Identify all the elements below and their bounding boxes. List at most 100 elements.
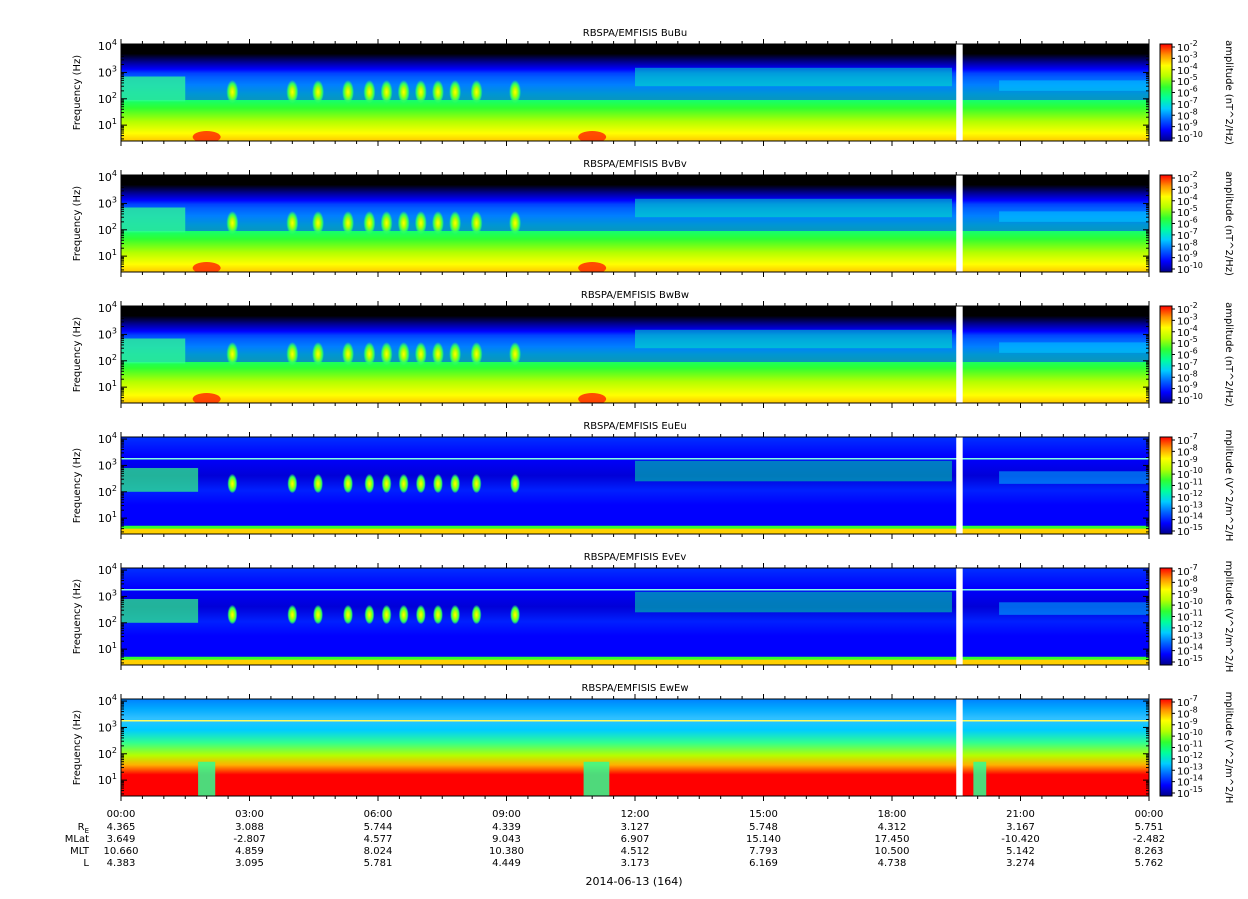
ephemeris-value: 5.762	[1135, 858, 1164, 869]
colorbar-tick-label: 10-8	[1177, 443, 1198, 458]
ephemeris-value: 4.383	[107, 858, 136, 869]
chorus-blob	[449, 78, 462, 103]
chorus-blob	[381, 603, 392, 624]
chorus-blob	[227, 472, 238, 493]
y-axis-label: Frequency (Hz)	[72, 579, 83, 655]
data-gap	[956, 699, 963, 796]
hiss-region	[121, 598, 199, 623]
chorus-blob	[380, 340, 393, 365]
x-tick-label: 12:00	[621, 809, 650, 820]
ephemeris-value: 17.450	[875, 834, 910, 845]
colorbar-gradient	[1160, 699, 1172, 796]
y-tick-label: 104	[98, 562, 117, 577]
ephemeris-value: 4.339	[492, 822, 521, 833]
chorus-blob	[450, 472, 461, 493]
ephemeris-value: 4.365	[107, 822, 136, 833]
colorbar-tick-label: 10-6	[1177, 85, 1198, 100]
perigee-gap	[583, 761, 610, 796]
chorus-blob	[381, 472, 392, 493]
chorus-blob	[363, 209, 376, 234]
chorus-blob	[510, 603, 521, 624]
x-tick-label: 09:00	[492, 809, 521, 820]
ephemeris-value: 3.274	[1006, 858, 1035, 869]
colorbar-label: mplitude (V^2/m^2/H	[1223, 692, 1234, 804]
chorus-blob	[313, 472, 324, 493]
panel-title: RBSPA/EMFISIS EuEu	[583, 421, 686, 432]
chorus-blob	[509, 209, 522, 234]
y-axis-label: Frequency (Hz)	[72, 55, 83, 131]
y-tick-label: 101	[98, 510, 117, 525]
colorbar-tick-label: 10-8	[1177, 705, 1198, 720]
y-tick-label: 103	[98, 64, 117, 79]
panel-title: RBSPA/EMFISIS EvEv	[584, 552, 687, 563]
hiss-region	[121, 207, 186, 233]
colorbar-tick-label: 10-2	[1177, 301, 1198, 316]
colorbar-tick-label: 10-14	[1177, 774, 1203, 789]
colorbar-label: amplitude (nT^2/Hz)	[1223, 171, 1234, 276]
colorbar-tick-label: 10-8	[1177, 238, 1198, 253]
colorbar-label: amplitude (nT^2/Hz)	[1223, 302, 1234, 407]
perigee-spot	[578, 262, 607, 272]
chorus-blob	[431, 340, 444, 365]
ephemeris-value: 8.024	[364, 846, 393, 857]
ephemeris-value: 4.449	[492, 858, 521, 869]
data-gap	[956, 306, 963, 403]
chorus-blob	[432, 603, 443, 624]
chorus-blob	[432, 472, 443, 493]
ephemeris-value: 3.167	[1006, 822, 1035, 833]
panel-title: RBSPA/EMFISIS BvBv	[583, 159, 687, 170]
colorbar-tick-label: 10-9	[1177, 586, 1198, 601]
colorbar-tick-label: 10-10	[1177, 466, 1203, 481]
spectrogram-image	[121, 568, 1149, 665]
ephemeris-value: 3.127	[621, 822, 650, 833]
hiss-region	[121, 467, 199, 492]
panel-4: RBSPA/EMFISIS EuEu 101 102 103 104 Frequency …	[72, 421, 1234, 541]
colorbar-tick-label: 10-3	[1177, 50, 1198, 65]
colorbar: 10-710-810-910-1010-1110-1210-1310-1410-…	[1159, 561, 1234, 672]
y-tick-label: 102	[98, 615, 117, 630]
x-tick-label: 15:00	[749, 809, 778, 820]
y-tick-label: 104	[98, 38, 117, 53]
y-axis-label: Frequency (Hz)	[72, 448, 83, 524]
chorus-blob	[509, 78, 522, 103]
y-tick-label: 102	[98, 484, 117, 499]
y-axis-label: Frequency (Hz)	[72, 317, 83, 393]
spectrogram-background	[121, 568, 1149, 665]
ephemeris-row-label: MLat	[65, 834, 89, 845]
chorus-blob	[414, 209, 427, 234]
chorus-blob	[397, 209, 410, 234]
colorbar-tick-label: 10-15	[1177, 523, 1203, 538]
chorus-blob	[312, 209, 325, 234]
colorbar-tick-label: 10-9	[1177, 717, 1198, 732]
data-gap	[956, 44, 963, 141]
y-axis-label: Frequency (Hz)	[72, 710, 83, 786]
y-tick-label: 103	[98, 457, 117, 472]
colorbar: 10-710-810-910-1010-1110-1210-1310-1410-…	[1159, 430, 1234, 541]
colorbar-tick-label: 10-7	[1177, 432, 1198, 447]
hiss-region	[635, 198, 952, 218]
spectrogram-image	[121, 306, 1149, 403]
ephemeris-value: 4.738	[878, 858, 907, 869]
spectrogram-image	[121, 175, 1149, 272]
colorbar-tick-label: 10-7	[1177, 227, 1198, 242]
colorbar-tick-label: 10-10	[1177, 130, 1203, 145]
colorbar-tick-label: 10-5	[1177, 335, 1198, 350]
y-tick-label: 101	[98, 641, 117, 656]
chorus-blob	[471, 603, 482, 624]
colorbar-tick-label: 10-11	[1177, 478, 1203, 493]
chorus-blob	[342, 209, 355, 234]
chorus-blob	[470, 78, 483, 103]
colorbar-tick-label: 10-2	[1177, 170, 1198, 185]
colorbar-tick-label: 10-10	[1177, 597, 1203, 612]
hiss-region	[999, 211, 1149, 222]
ephemeris-value: 15.140	[746, 834, 781, 845]
chorus-blob	[471, 472, 482, 493]
colorbar-tick-label: 10-12	[1177, 620, 1203, 635]
hiss-region	[121, 76, 186, 102]
colorbar: 10-210-310-410-510-610-710-810-910-10 amp…	[1159, 39, 1234, 145]
panel-title: RBSPA/EMFISIS BwBw	[581, 290, 689, 301]
chorus-blob	[313, 603, 324, 624]
chorus-blob	[380, 78, 393, 103]
colorbar-gradient	[1160, 568, 1172, 665]
chorus-blob	[431, 209, 444, 234]
